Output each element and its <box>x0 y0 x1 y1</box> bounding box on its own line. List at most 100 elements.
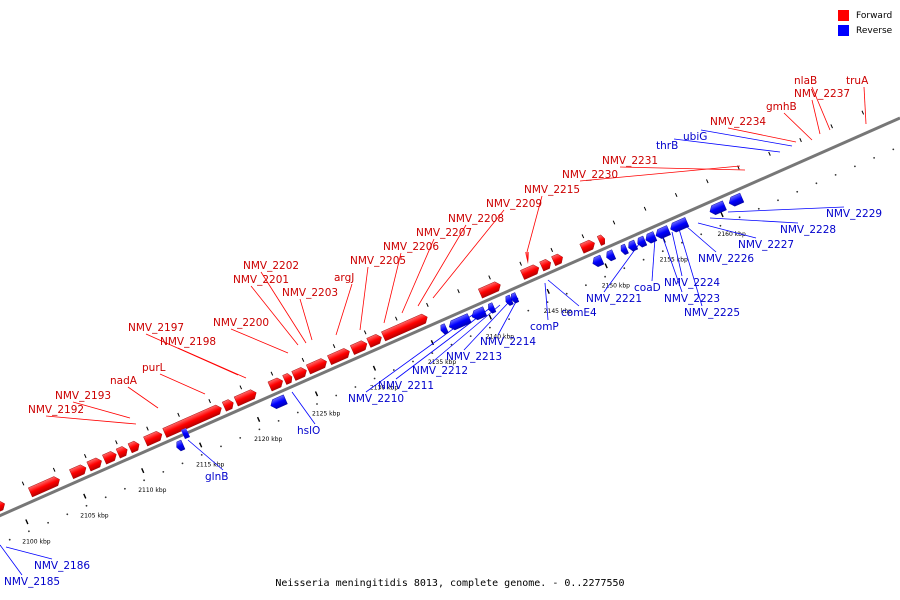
gene-label-nmv-2200[interactable]: NMV_2200 <box>213 317 269 329</box>
gene-label-nmv-2205[interactable]: NMV_2205 <box>350 255 406 267</box>
scale-tick-label: 2130 kbp <box>370 385 398 392</box>
gene-label-nmv-2206[interactable]: NMV_2206 <box>383 241 439 253</box>
gene-label-nmv-2201[interactable]: NMV_2201 <box>233 274 289 286</box>
gene-label-purl[interactable]: purL <box>142 362 166 374</box>
gene-label-come4[interactable]: comE4 <box>561 307 597 319</box>
scale-dot <box>431 352 434 354</box>
gene-label-nmv-2203[interactable]: NMV_2203 <box>282 287 338 299</box>
gene-label-argj[interactable]: argJ <box>334 272 354 284</box>
legend-reverse[interactable]: Reverse <box>838 23 892 38</box>
label-leader-line <box>727 206 845 213</box>
gene-label-nmv-2197[interactable]: NMV_2197 <box>128 322 184 334</box>
reverse-gene[interactable] <box>636 235 648 248</box>
reverse-gene[interactable] <box>654 225 671 240</box>
gene-label-nmv-2185[interactable]: NMV_2185 <box>4 576 60 588</box>
forward-gene[interactable] <box>350 339 369 355</box>
reverse-gene[interactable] <box>708 200 727 217</box>
forward-gene[interactable] <box>381 312 429 342</box>
reverse-gene[interactable] <box>509 292 520 305</box>
gene-label-nmv-2186[interactable]: NMV_2186 <box>34 560 90 572</box>
scale-dot <box>873 157 875 159</box>
gene-label-nmv-2234[interactable]: NMV_2234 <box>710 116 766 128</box>
reverse-gene[interactable] <box>727 192 745 208</box>
scale-tick-label: 2120 kbp <box>254 436 282 443</box>
label-leader-line <box>383 252 402 324</box>
gene-label-glnb[interactable]: glnB <box>205 471 228 483</box>
forward-gene[interactable] <box>102 450 118 465</box>
forward-gene[interactable] <box>520 263 541 280</box>
reverse-gene[interactable] <box>486 302 497 315</box>
gene-label-nmv-2231[interactable]: NMV_2231 <box>602 155 658 167</box>
forward-gene[interactable] <box>221 398 235 412</box>
gene-label-nmv-2210[interactable]: NMV_2210 <box>348 393 404 405</box>
reverse-gene[interactable] <box>644 231 658 244</box>
gene-label-nmv-2223[interactable]: NMV_2223 <box>664 293 720 305</box>
gene-label-nada[interactable]: nadA <box>110 375 138 387</box>
gene-label-comp[interactable]: comP <box>530 321 559 333</box>
forward-gene[interactable] <box>86 456 104 472</box>
gene-label-nmv-2214[interactable]: NMV_2214 <box>480 336 536 348</box>
forward-gene[interactable] <box>478 280 502 299</box>
forward-gene[interactable] <box>282 372 294 385</box>
forward-gene[interactable] <box>162 403 224 438</box>
reverse-gene[interactable] <box>591 254 605 268</box>
forward-gene[interactable] <box>127 440 141 454</box>
gene-label-nmv-2230[interactable]: NMV_2230 <box>562 169 618 181</box>
forward-gene[interactable] <box>551 253 564 267</box>
reverse-gene[interactable] <box>269 394 288 411</box>
gene-label-nmv-2211[interactable]: NMV_2211 <box>378 380 434 392</box>
forward-gene[interactable] <box>525 252 529 264</box>
gene-label-nmv-2224[interactable]: NMV_2224 <box>664 277 720 289</box>
gene-label-nmv-2212[interactable]: NMV_2212 <box>412 365 468 377</box>
gene-label-hslo[interactable]: hslO <box>297 425 320 437</box>
gene-label-nmv-2192[interactable]: NMV_2192 <box>28 404 84 416</box>
reverse-gene[interactable] <box>447 313 472 332</box>
gene-label-nmv-2213[interactable]: NMV_2213 <box>446 351 502 363</box>
gene-label-gmhb[interactable]: gmhB <box>766 101 797 113</box>
forward-gene[interactable] <box>306 357 328 375</box>
forward-gene[interactable] <box>28 475 61 498</box>
forward-gene[interactable] <box>143 430 164 447</box>
reverse-gene[interactable] <box>626 239 639 252</box>
gene-label-nmv-2237[interactable]: NMV_2237 <box>794 88 850 100</box>
reverse-gene[interactable] <box>504 294 514 307</box>
reverse-gene[interactable] <box>668 217 690 233</box>
gene-label-nmv-2198[interactable]: NMV_2198 <box>160 336 216 348</box>
forward-gene[interactable] <box>115 445 129 459</box>
gene-label-ubig[interactable]: ubiG <box>683 131 707 143</box>
forward-gene[interactable] <box>69 463 88 480</box>
forward-gene[interactable] <box>596 234 607 246</box>
forward-gene[interactable] <box>579 238 597 254</box>
gene-label-nmv-2226[interactable]: NMV_2226 <box>698 253 754 265</box>
legend-forward[interactable]: Forward <box>838 8 892 23</box>
forward-gene[interactable] <box>267 376 285 392</box>
gene-label-coad[interactable]: coaD <box>634 282 661 294</box>
gene-label-trua[interactable]: truA <box>846 75 869 87</box>
forward-gene[interactable] <box>233 388 258 407</box>
reverse-gene[interactable] <box>604 249 617 262</box>
gene-label-nmv-2228[interactable]: NMV_2228 <box>780 224 836 236</box>
forward-gene[interactable] <box>327 347 351 366</box>
scale-dot <box>104 496 107 499</box>
gene-label-nmv-2207[interactable]: NMV_2207 <box>416 227 472 239</box>
forward-gene[interactable] <box>539 258 553 272</box>
gene-label-nlab[interactable]: nlaB <box>794 75 817 87</box>
gene-label-nmv-2209[interactable]: NMV_2209 <box>486 198 542 210</box>
gene-label-nmv-2229[interactable]: NMV_2229 <box>826 208 882 220</box>
gene-label-nmv-2227[interactable]: NMV_2227 <box>738 239 794 251</box>
forward-gene[interactable] <box>291 366 309 381</box>
reverse-gene[interactable] <box>439 323 449 336</box>
reverse-gene[interactable] <box>470 306 488 322</box>
reverse-gene[interactable] <box>181 428 190 439</box>
reverse-gene[interactable] <box>175 439 186 452</box>
forward-gene[interactable] <box>0 499 7 517</box>
gene-label-nmv-2221[interactable]: NMV_2221 <box>586 293 642 305</box>
gene-label-nmv-2215[interactable]: NMV_2215 <box>524 184 580 196</box>
forward-gene[interactable] <box>366 333 384 348</box>
gene-label-nmv-2208[interactable]: NMV_2208 <box>448 213 504 225</box>
gene-label-nmv-2202[interactable]: NMV_2202 <box>243 260 299 272</box>
gene-label-thrb[interactable]: thrB <box>656 140 678 152</box>
reverse-gene[interactable] <box>619 243 629 256</box>
gene-label-nmv-2225[interactable]: NMV_2225 <box>684 307 740 319</box>
gene-label-nmv-2193[interactable]: NMV_2193 <box>55 390 111 402</box>
